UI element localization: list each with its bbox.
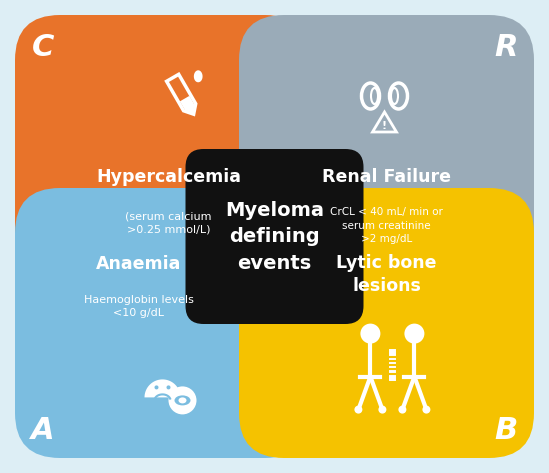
FancyBboxPatch shape (15, 15, 310, 285)
Circle shape (154, 385, 159, 389)
Text: Myeloma
defining
events: Myeloma defining events (225, 201, 324, 272)
FancyBboxPatch shape (239, 188, 534, 458)
FancyBboxPatch shape (15, 188, 310, 458)
Text: A: A (31, 415, 55, 445)
Polygon shape (180, 96, 194, 114)
Circle shape (360, 324, 380, 343)
Text: !: ! (382, 121, 387, 131)
Text: CrCL < 40 mL/ min or
serum creatinine
>2 mg/dL: CrCL < 40 mL/ min or serum creatinine >2… (330, 207, 443, 244)
Circle shape (169, 386, 197, 414)
Circle shape (378, 406, 386, 413)
Text: (serum calcium
>0.25 mmol/L): (serum calcium >0.25 mmol/L) (125, 211, 212, 235)
Text: Renal Failure: Renal Failure (322, 168, 451, 186)
Text: Lytic bone
lesions: Lytic bone lesions (336, 254, 437, 295)
Circle shape (399, 406, 406, 413)
FancyBboxPatch shape (239, 15, 534, 285)
Text: C: C (32, 33, 54, 61)
Circle shape (422, 406, 430, 413)
Text: Anaemia: Anaemia (96, 254, 182, 272)
Polygon shape (144, 352, 181, 397)
Circle shape (166, 385, 171, 389)
Ellipse shape (175, 395, 191, 405)
Text: B: B (495, 415, 518, 445)
Text: Haemoglobin levels
<10 g/dL: Haemoglobin levels <10 g/dL (84, 295, 194, 318)
Ellipse shape (178, 397, 187, 403)
Circle shape (355, 406, 362, 413)
Circle shape (405, 324, 424, 343)
Polygon shape (194, 70, 203, 82)
FancyBboxPatch shape (186, 149, 363, 324)
Text: Hypercalcemia: Hypercalcemia (96, 168, 241, 186)
Text: R: R (494, 33, 518, 61)
